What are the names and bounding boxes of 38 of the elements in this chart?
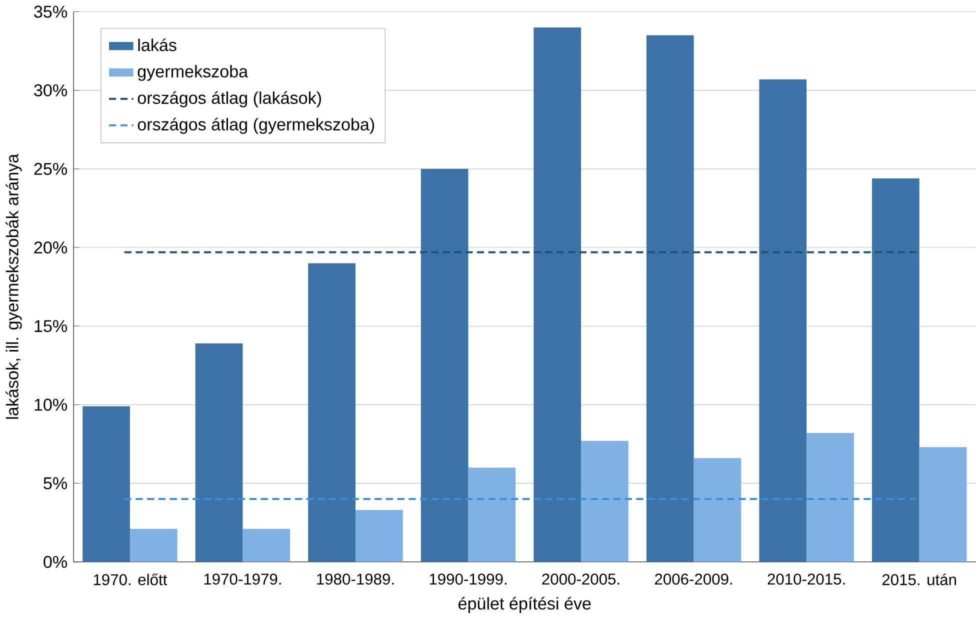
y-tick-label: 35% bbox=[34, 6, 67, 18]
x-tick-label: 1970. előtt bbox=[94, 574, 168, 586]
y-axis-title: lakások, ill. gyermekszobák aránya bbox=[6, 154, 22, 419]
legend-label: gyermekszoba bbox=[138, 65, 248, 82]
x-tick-label: 2006-2009. bbox=[655, 574, 732, 585]
x-tick-label: 2010-2015. bbox=[768, 574, 845, 585]
y-tick-label: 25% bbox=[34, 163, 67, 176]
bar bbox=[242, 529, 290, 562]
bar bbox=[646, 35, 694, 562]
y-tick-label: 30% bbox=[34, 84, 67, 97]
bar bbox=[308, 263, 356, 562]
y-tick-label: 0% bbox=[44, 556, 67, 568]
legend-label: lakás bbox=[138, 38, 176, 52]
bar bbox=[355, 510, 403, 562]
bar bbox=[534, 28, 582, 562]
bar bbox=[130, 529, 178, 562]
x-tick-label: 2000-2005. bbox=[542, 574, 620, 585]
bar bbox=[694, 458, 742, 562]
x-tick-label: 1990-1999. bbox=[430, 574, 506, 585]
bar bbox=[195, 344, 243, 562]
bar bbox=[872, 178, 920, 562]
bar bbox=[759, 79, 807, 562]
y-tick-label: 5% bbox=[44, 477, 67, 490]
y-tick-label: 15% bbox=[34, 320, 67, 332]
bar bbox=[420, 169, 468, 562]
y-tick-label: 10% bbox=[34, 398, 67, 411]
x-axis-title: épület építési éve bbox=[458, 597, 591, 614]
bar bbox=[806, 433, 854, 562]
legend-label: országos átlag (gyermekszoba) bbox=[138, 118, 374, 134]
x-tick-label: 1980-1989. bbox=[317, 574, 394, 585]
x-tick-label: 2015. után bbox=[882, 574, 956, 586]
legend-label: országos átlag (lakások) bbox=[138, 91, 321, 108]
bar bbox=[919, 447, 967, 562]
x-tick-label: 1970-1979. bbox=[204, 574, 281, 585]
y-tick-label: 20% bbox=[34, 242, 67, 254]
bar bbox=[82, 406, 130, 562]
bar bbox=[581, 441, 628, 562]
bar bbox=[468, 468, 516, 562]
